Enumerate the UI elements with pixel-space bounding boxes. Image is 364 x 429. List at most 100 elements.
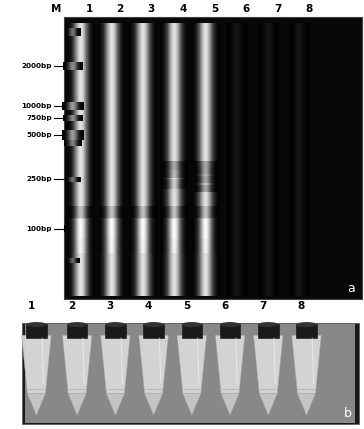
Bar <box>229 23 230 296</box>
Bar <box>94 239 95 253</box>
Bar <box>74 115 75 121</box>
Bar <box>75 102 76 110</box>
Bar <box>112 219 113 241</box>
Bar <box>201 161 202 170</box>
Bar <box>177 161 178 170</box>
Bar <box>136 219 137 241</box>
Bar <box>201 219 202 241</box>
Bar <box>176 205 177 218</box>
Bar <box>110 219 111 241</box>
Bar <box>99 219 100 241</box>
Bar <box>77 102 78 110</box>
Bar <box>78 177 79 182</box>
Bar <box>68 28 69 36</box>
Bar <box>214 23 215 296</box>
Bar <box>195 161 196 170</box>
Bar <box>72 205 73 218</box>
Bar <box>66 258 67 263</box>
Bar <box>205 185 206 192</box>
Bar <box>79 130 80 139</box>
Bar <box>269 23 270 296</box>
Bar <box>71 177 72 182</box>
Bar <box>99 23 100 296</box>
Bar <box>217 161 218 170</box>
Bar <box>197 205 198 218</box>
Bar <box>68 258 69 263</box>
Bar <box>170 205 171 218</box>
Bar <box>201 239 202 253</box>
Bar <box>67 130 68 139</box>
Bar <box>211 219 212 241</box>
Bar <box>197 185 198 192</box>
Bar <box>174 239 175 253</box>
Bar <box>178 23 179 296</box>
Bar <box>156 239 157 253</box>
Bar <box>208 179 209 189</box>
Bar <box>201 23 202 296</box>
Bar <box>217 205 218 218</box>
Bar <box>86 205 87 218</box>
Bar <box>181 205 182 218</box>
Bar <box>78 239 79 253</box>
Bar <box>176 169 177 178</box>
Bar <box>262 23 263 296</box>
Bar <box>215 179 216 189</box>
Bar <box>89 239 90 253</box>
Bar <box>78 23 79 296</box>
Bar <box>72 102 73 110</box>
Bar <box>200 205 201 218</box>
Bar <box>209 205 210 218</box>
Bar <box>78 139 79 146</box>
Bar <box>66 139 67 146</box>
Bar <box>183 169 184 178</box>
Bar <box>152 23 153 296</box>
Bar <box>74 258 75 263</box>
Bar <box>75 205 76 218</box>
Bar <box>179 219 180 241</box>
Bar <box>304 23 305 296</box>
Bar <box>114 219 115 241</box>
Bar <box>110 239 111 253</box>
Ellipse shape <box>296 322 317 327</box>
Bar <box>121 239 122 253</box>
Bar <box>67 115 68 121</box>
Bar <box>168 205 169 218</box>
Bar <box>138 205 139 218</box>
Bar <box>211 166 212 174</box>
Bar <box>114 239 115 253</box>
Bar <box>155 23 156 296</box>
Bar <box>84 239 85 253</box>
Bar <box>107 205 108 218</box>
Bar <box>166 219 167 241</box>
Bar <box>72 258 73 263</box>
Bar <box>154 219 155 241</box>
Bar <box>75 258 76 263</box>
Bar <box>104 219 105 241</box>
Bar <box>65 130 66 139</box>
Bar <box>161 219 162 241</box>
Bar <box>131 205 132 218</box>
Bar <box>66 177 67 182</box>
Bar <box>306 23 307 296</box>
Bar <box>171 161 172 170</box>
Bar <box>260 23 261 296</box>
Bar <box>211 205 212 218</box>
Bar <box>230 23 231 296</box>
Bar <box>167 219 168 241</box>
Bar <box>70 139 71 146</box>
Bar <box>120 219 121 241</box>
Bar <box>210 176 211 183</box>
Bar <box>85 23 86 296</box>
Bar <box>136 205 137 218</box>
Bar <box>212 23 213 296</box>
Bar <box>165 169 166 178</box>
Bar <box>130 219 131 241</box>
Bar <box>186 205 187 218</box>
Bar <box>144 219 145 241</box>
Bar <box>173 219 174 241</box>
Bar <box>109 219 110 241</box>
Bar <box>72 102 73 110</box>
Bar <box>142 205 143 218</box>
Bar <box>200 179 201 189</box>
Bar <box>73 205 74 218</box>
